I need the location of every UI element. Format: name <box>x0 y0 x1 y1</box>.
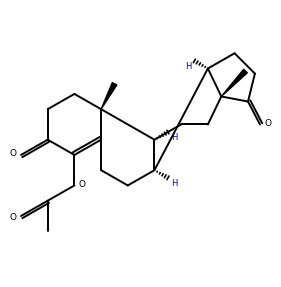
Text: O: O <box>78 180 85 189</box>
Text: O: O <box>264 119 271 128</box>
Polygon shape <box>101 83 117 109</box>
Text: O: O <box>10 213 17 222</box>
Text: H: H <box>171 179 177 188</box>
Text: O: O <box>10 149 17 158</box>
Text: H: H <box>171 133 177 142</box>
Polygon shape <box>221 69 247 96</box>
Text: H: H <box>185 62 191 71</box>
